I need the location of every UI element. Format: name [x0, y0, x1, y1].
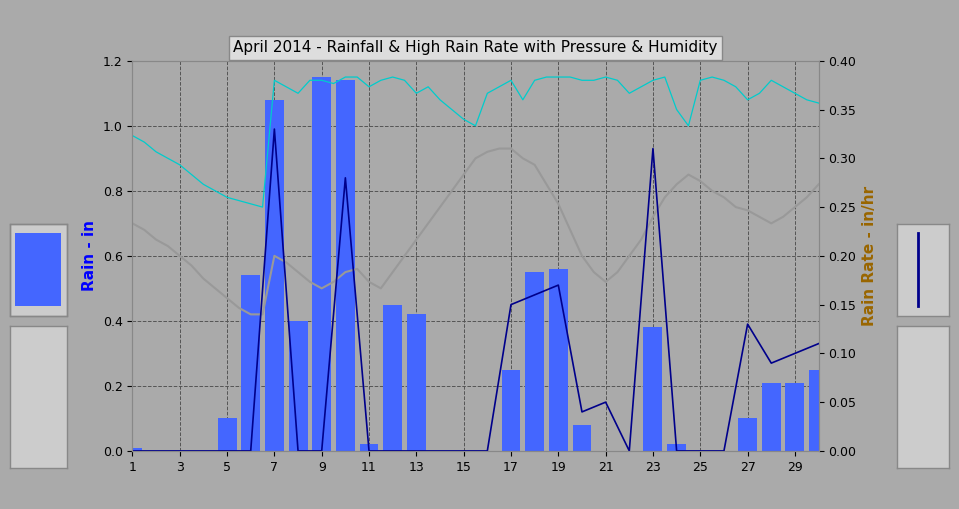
Bar — [573, 425, 592, 451]
FancyBboxPatch shape — [15, 233, 61, 306]
Bar — [265, 100, 284, 451]
Title: April 2014 - Rainfall & High Rain Rate with Pressure & Humidity: April 2014 - Rainfall & High Rain Rate w… — [233, 40, 717, 55]
Bar — [336, 80, 355, 451]
Bar — [407, 315, 426, 451]
Bar — [218, 418, 237, 451]
Bar — [643, 327, 663, 451]
Bar — [242, 275, 260, 451]
Bar — [785, 383, 805, 451]
Bar — [289, 321, 308, 451]
Bar — [809, 370, 828, 451]
Bar — [360, 444, 379, 451]
Bar — [384, 304, 402, 451]
Y-axis label: Rain Rate - in/hr: Rain Rate - in/hr — [862, 186, 877, 326]
Bar — [526, 272, 544, 451]
Bar — [549, 269, 568, 451]
Bar — [502, 370, 521, 451]
Bar — [123, 448, 142, 451]
Bar — [738, 418, 757, 451]
Bar — [667, 444, 686, 451]
Bar — [313, 77, 331, 451]
Y-axis label: Rain - in: Rain - in — [82, 220, 97, 291]
Bar — [761, 383, 781, 451]
